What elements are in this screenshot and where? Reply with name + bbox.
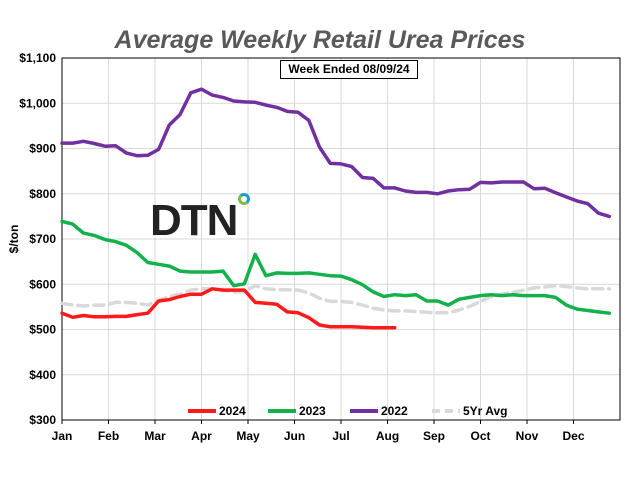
legend-label: 2023 (299, 404, 326, 418)
dtn-logo-mark-icon (238, 193, 250, 205)
series-line-2023 (60, 219, 612, 315)
chart-subtitle: Week Ended 08/09/24 (280, 60, 418, 79)
y-tick-label: $300 (29, 413, 56, 427)
x-tick-label: Feb (98, 429, 119, 443)
x-tick-label: Apr (191, 429, 212, 443)
x-tick-label: Jan (52, 429, 73, 443)
x-tick-label: Sep (423, 429, 445, 443)
x-tick-label: Mar (144, 429, 166, 443)
y-tick-label: $900 (29, 142, 56, 156)
chart-title: Average Weekly Retail Urea Prices (114, 26, 526, 54)
series-line-2022 (60, 87, 612, 219)
x-tick-label: Aug (376, 429, 399, 443)
legend-label: 2022 (381, 404, 408, 418)
y-tick-label: $500 (29, 323, 56, 337)
y-tick-label: $800 (29, 187, 56, 201)
series-line-2024 (60, 287, 397, 330)
y-tick-label: $700 (29, 232, 56, 246)
y-tick-label: $1,100 (19, 51, 56, 65)
y-tick-label: $1,000 (19, 96, 56, 110)
legend-label: 2024 (219, 404, 246, 418)
x-tick-label: Jun (284, 429, 305, 443)
y-tick-label: $600 (29, 277, 56, 291)
y-axis-label: $/ton (7, 225, 21, 254)
x-tick-label: Nov (516, 429, 539, 443)
x-tick-label: Dec (562, 429, 584, 443)
series-line-5yr-avg (60, 283, 612, 315)
x-tick-label: Jul (332, 429, 349, 443)
x-tick-label: Oct (470, 429, 490, 443)
legend-label: 5Yr Avg (463, 404, 507, 418)
x-tick-label: May (236, 429, 260, 443)
plot-area-border (61, 57, 621, 421)
dtn-logo: DTN (150, 196, 238, 245)
y-tick-label: $400 (29, 368, 56, 382)
